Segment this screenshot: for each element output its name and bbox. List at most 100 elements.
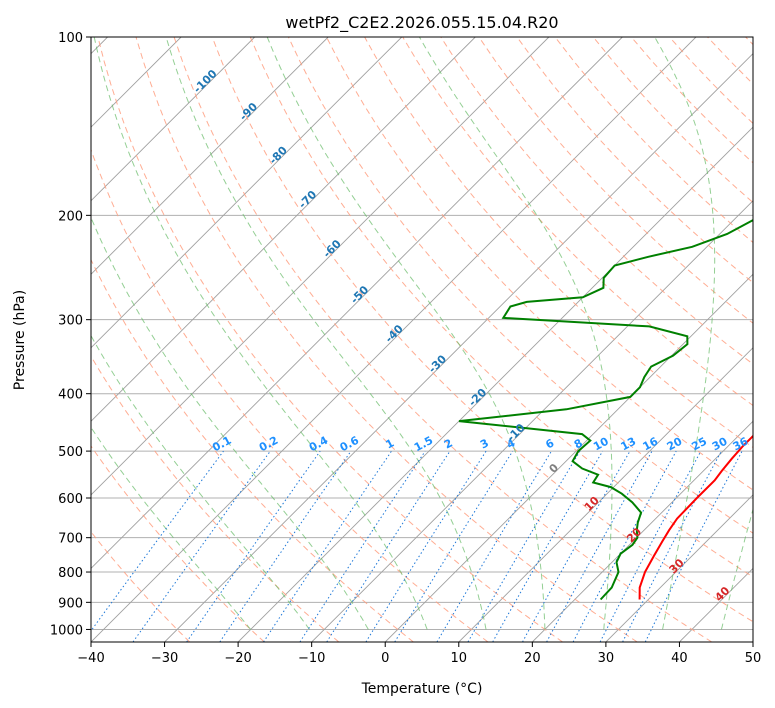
mixing-ratio-label: 6 [543,436,556,451]
y-axis-label: Pressure (hPa) [12,290,28,390]
x-axis-label: Temperature (°C) [361,681,483,697]
x-tick-label: −20 [224,651,251,666]
moist-adiabat [418,37,613,630]
mixing-ratio-label: 13 [619,435,639,454]
mixing-ratio-line [219,450,352,642]
dry-adiabat [592,37,753,204]
y-tick-label: 300 [58,314,83,329]
dry-adiabat [91,355,340,642]
y-tick-label: 700 [58,532,83,547]
isotherm-line [531,420,753,642]
isotherm-line [458,347,753,642]
dry-adiabat [669,37,753,125]
dry-adiabat [211,37,753,623]
dry-adiabat [97,37,563,642]
y-tick-label: 500 [58,445,83,460]
isotherm-line [91,37,697,642]
isotherm-line [752,641,753,642]
dry-adiabat [173,37,713,642]
isotherm-label: -70 [296,188,319,211]
mixing-ratio-line [91,450,224,632]
mixing-ratio-line [546,450,653,642]
y-tick-label: 200 [58,209,83,224]
moist-adiabat [93,37,428,630]
dry-adiabat [91,148,489,642]
mixing-ratio-line [644,450,743,642]
dry-adiabat [516,37,753,284]
isotherm-line [91,37,623,570]
grid-layer [91,37,753,642]
plot-frame [90,36,754,643]
mixing-ratio-line [186,450,321,642]
isotherm-line [164,52,753,642]
isotherm-line [384,273,753,642]
moist-adiabat [91,426,252,630]
mixing-ratio-line [522,450,631,642]
isotherm-label: 30 [667,556,687,576]
x-tick-label: 20 [524,651,541,666]
x-tick-label: −10 [298,651,325,666]
dry-adiabat [249,37,753,578]
mixing-ratio-label: 2 [442,436,455,451]
mixing-ratio-line [326,450,451,642]
x-tick-label: 30 [598,651,615,666]
isotherm-label: -60 [321,237,344,260]
isotherm-line [91,37,550,496]
dry-adiabat [91,258,414,642]
mixing-ratio-label: 10 [591,435,611,454]
y-tick-label: 900 [58,596,83,611]
mixing-ratio-label: 25 [689,435,709,454]
isotherm-line [605,494,753,642]
x-tick-label: 10 [451,651,468,666]
moist-adiabat [654,37,716,630]
dry-adiabat [440,37,753,365]
y-tick-label: 1000 [50,623,83,638]
mixing-ratio-line [365,450,487,642]
moist-adiabat [91,216,369,630]
y-tick-label: 100 [58,31,83,46]
mixing-ratio-label: 16 [641,435,661,454]
dry-adiabat [91,445,265,642]
mixing-ratio-line [132,450,271,642]
y-tick-label: 800 [58,566,83,581]
mixing-ratio-line [394,450,514,642]
mixing-ratio-line [299,450,426,642]
isotherm-label: -80 [267,144,290,167]
mixing-ratio-label: 36 [731,435,751,454]
x-tick-label: 0 [381,651,389,666]
x-tick-label: −40 [77,651,104,666]
isotherm-label: -50 [348,283,371,306]
temperature-profile-line [638,434,753,600]
isotherm-label: -40 [383,322,406,345]
mixing-ratio-line [599,450,702,642]
isotherm-line [91,37,256,202]
isotherm-label: -30 [426,352,449,375]
x-tick-label: 40 [671,651,688,666]
dry-adiabat [326,37,753,491]
mixing-ratio-line [436,450,552,642]
x-tick-label: 50 [745,651,762,666]
mixing-ratio-label: 20 [665,435,685,454]
isotherm-line [91,37,329,275]
y-tick-label: 600 [58,492,83,507]
mixing-ratio-label: 3 [478,436,491,451]
isotherm-label: 40 [712,584,732,604]
dry-adiabat [478,37,753,324]
isotherm-label: -100 [191,67,220,96]
dewpoint-profile-line [458,219,753,601]
isotherm-line [311,200,753,642]
isotherm-line [679,567,753,642]
dry-adiabat [91,531,191,642]
x-tick-label: −30 [151,651,178,666]
moist-adiabat [266,37,546,630]
mixing-ratio-line [263,450,392,642]
moist-adiabat [720,507,753,630]
mixing-ratio-label: 30 [710,435,730,454]
mixing-ratio-line [572,450,677,642]
chart-title: wetPf2_C2E2.2026.055.15.04.R20 [285,13,558,33]
isotherm-line [91,37,403,349]
isotherm-label: 20 [624,525,644,545]
moist-adiabat [165,37,487,630]
y-tick-label: 400 [58,388,83,403]
